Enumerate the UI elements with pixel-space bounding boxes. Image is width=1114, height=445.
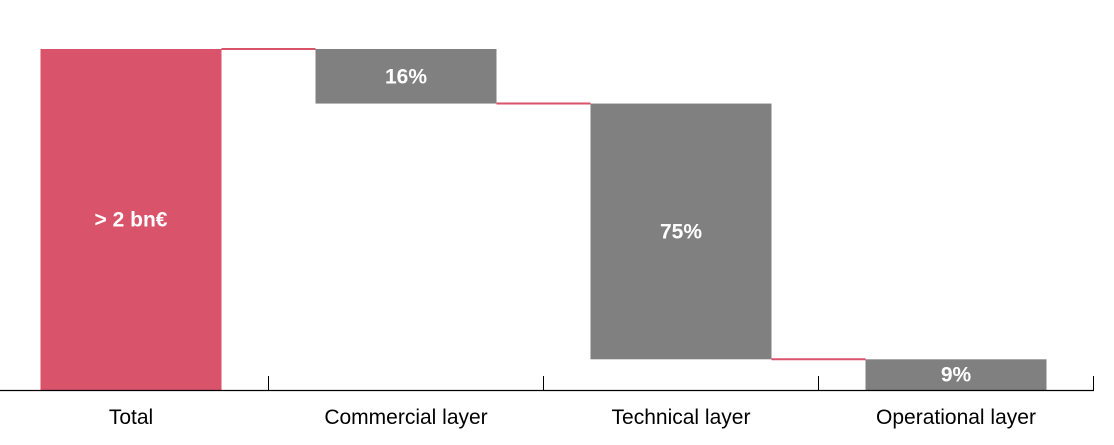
connector-lines	[221, 48, 866, 361]
category-labels: Total Commercial layer Technical layer Oper…	[109, 406, 1036, 429]
bar-total	[40, 49, 222, 390]
value-label: 9%	[941, 364, 972, 387]
category-label: Total	[109, 406, 153, 429]
value-label: > 2 bn€	[95, 209, 168, 232]
category-label: Technical layer	[612, 406, 751, 429]
bar-commercial-layer	[315, 49, 497, 104]
value-labels: > 2 bn€ 16% 75% 9%	[95, 65, 972, 386]
bar-operational-layer	[865, 359, 1047, 390]
bars	[40, 49, 1047, 390]
x-axis	[0, 376, 1094, 392]
bar-technical-layer	[590, 103, 772, 360]
category-label: Commercial layer	[324, 406, 487, 429]
value-label: 16%	[385, 65, 427, 88]
value-label: 75%	[660, 220, 702, 243]
category-label: Operational layer	[876, 406, 1036, 429]
